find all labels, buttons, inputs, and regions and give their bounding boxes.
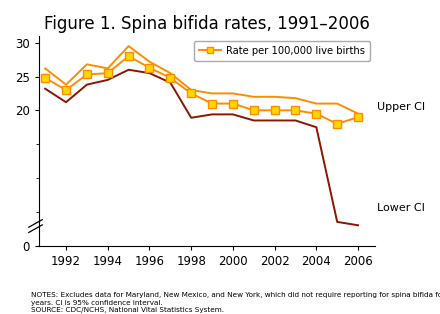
Text: SOURCE: CDC/NCHS, National Vital Statistics System.: SOURCE: CDC/NCHS, National Vital Statist… xyxy=(31,307,224,313)
Text: Upper CI: Upper CI xyxy=(377,102,425,112)
Text: Lower CI: Lower CI xyxy=(377,203,425,214)
Legend: Rate per 100,000 live births: Rate per 100,000 live births xyxy=(194,41,370,61)
Text: years. CI is 95% confidence interval.: years. CI is 95% confidence interval. xyxy=(31,300,162,306)
Text: NOTES: Excludes data for Maryland, New Mexico, and New York, which did not requi: NOTES: Excludes data for Maryland, New M… xyxy=(31,292,440,298)
Title: Figure 1. Spina bifida rates, 1991–2006: Figure 1. Spina bifida rates, 1991–2006 xyxy=(44,15,370,33)
